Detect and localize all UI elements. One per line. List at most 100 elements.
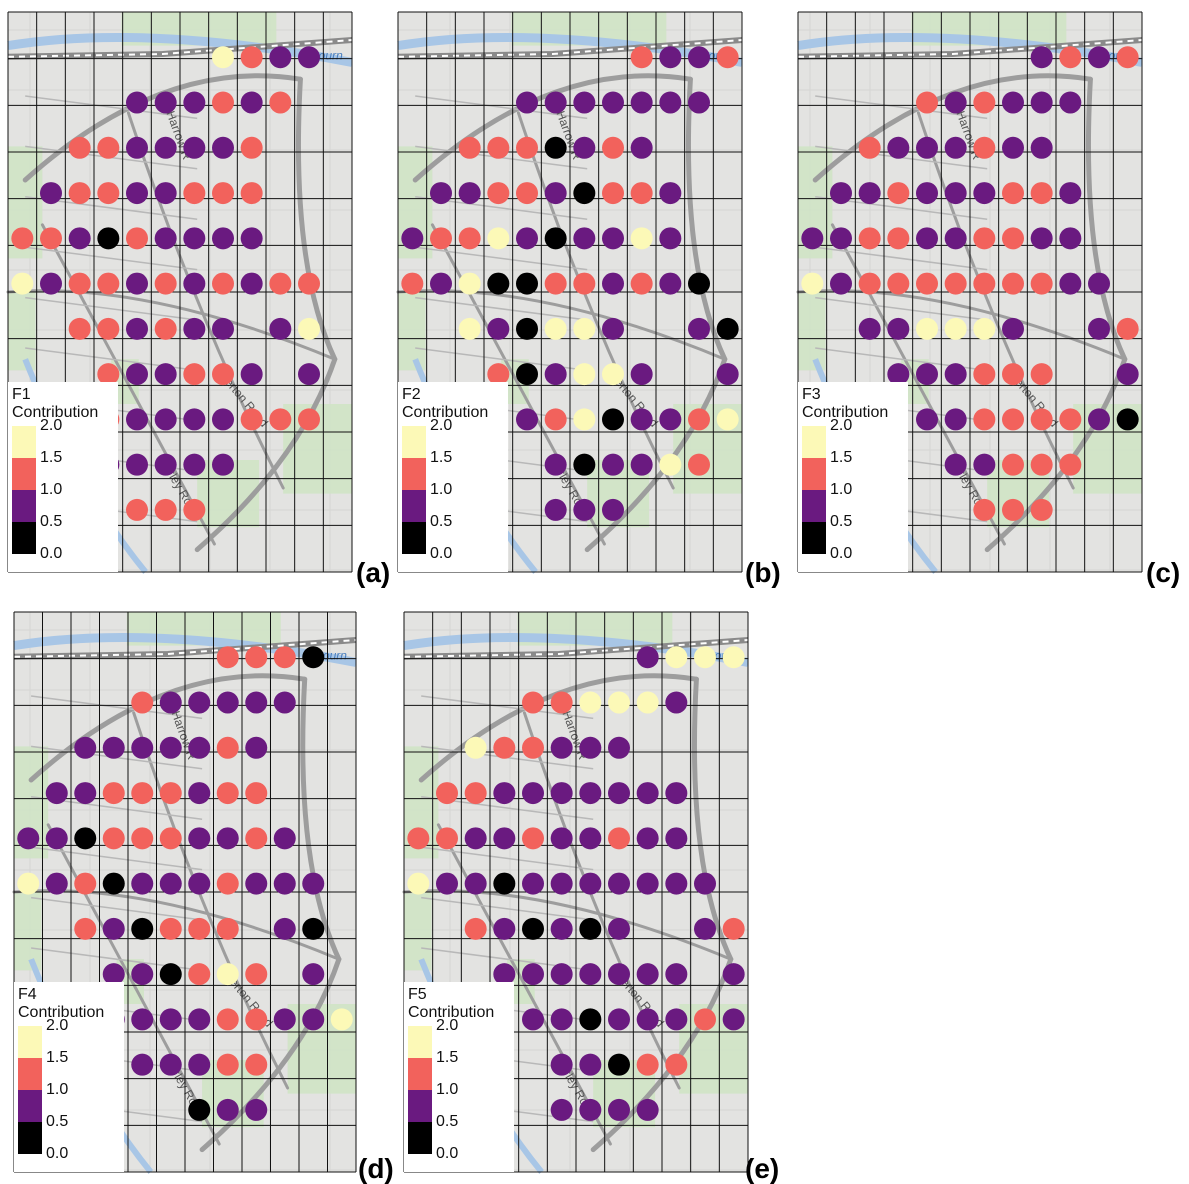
contribution-dot: [40, 272, 62, 295]
contribution-dot: [487, 317, 510, 340]
contribution-dot: [183, 408, 206, 431]
contribution-dot: [608, 1053, 630, 1076]
contribution-dot: [212, 363, 234, 386]
contribution-dot: [694, 646, 716, 669]
minor-street: [415, 246, 588, 271]
contribution-dot: [154, 136, 177, 159]
contribution-dot: [550, 1053, 573, 1076]
contribution-dot: [602, 317, 624, 340]
contribution-dot: [1059, 182, 1082, 205]
contribution-dot: [1116, 317, 1139, 340]
contribution-dot: [436, 827, 458, 850]
railway-dash: [13, 639, 357, 658]
contribution-dot: [458, 182, 481, 205]
contribution-dot: [74, 917, 97, 940]
contribution-dot: [458, 272, 481, 295]
minor-street: [31, 846, 203, 871]
contribution-dot: [302, 917, 325, 940]
contribution-dot: [544, 227, 567, 250]
contribution-dot: [516, 317, 538, 340]
contribution-dot: [916, 91, 938, 114]
contribution-dot: [973, 317, 996, 340]
contribution-dot: [188, 691, 211, 714]
legend-tick-label: 1.5: [40, 449, 63, 466]
contribution-dot: [579, 691, 602, 714]
contribution-dot: [216, 646, 239, 669]
contribution-dot: [102, 917, 125, 940]
contribution-dot: [245, 872, 268, 895]
contribution-dot: [636, 782, 659, 805]
contribution-dot: [550, 872, 573, 895]
contribution-dot: [183, 182, 206, 205]
contribution-dot: [131, 782, 154, 805]
contribution-dot: [887, 272, 910, 295]
contribution-dot: [273, 917, 296, 940]
contribution-dot: [602, 136, 624, 159]
contribution-dot: [688, 272, 710, 295]
contribution-dot: [573, 136, 596, 159]
contribution-dot: [464, 827, 487, 850]
contribution-dot: [74, 782, 97, 805]
contribution-dot: [302, 963, 325, 986]
contribution-dot: [216, 1098, 239, 1121]
contribution-dot: [659, 453, 682, 476]
contribution-dot: [830, 182, 852, 205]
park-area: [8, 292, 36, 371]
contribution-dot: [126, 363, 148, 386]
contribution-dot: [973, 227, 996, 250]
contribution-dot: [944, 317, 967, 340]
contribution-dot: [302, 872, 325, 895]
contribution-dot: [630, 46, 653, 69]
contribution-dot: [97, 227, 120, 250]
contribution-dot: [1002, 317, 1024, 340]
contribution-dot: [1059, 227, 1082, 250]
contribution-dot: [608, 963, 630, 986]
railway-dash: [7, 39, 353, 58]
contribution-dot: [273, 827, 296, 850]
contribution-dot: [302, 646, 325, 669]
road: [516, 111, 675, 490]
panel-tag: (e): [745, 1153, 779, 1184]
contribution-dot: [516, 227, 538, 250]
contribution-dot: [516, 363, 538, 386]
contribution-dot: [1002, 408, 1024, 431]
contribution-dot: [212, 272, 234, 295]
contribution-dot: [97, 363, 120, 386]
contribution-dot: [407, 827, 430, 850]
legend-title: Contribution: [402, 404, 489, 421]
contribution-dot: [522, 1008, 544, 1031]
contribution-dot: [973, 182, 996, 205]
contribution-dot: [579, 736, 602, 759]
legend-swatch: [18, 1026, 42, 1058]
contribution-dot: [522, 872, 544, 895]
contribution-dot: [665, 782, 688, 805]
contribution-dot: [579, 917, 602, 940]
legend-swatch: [408, 1090, 432, 1122]
contribution-dot: [544, 408, 567, 431]
road: [300, 676, 342, 962]
contribution-dot: [544, 182, 567, 205]
contribution-dot: [579, 782, 602, 805]
contribution-dot: [245, 691, 268, 714]
contribution-dot: [1059, 453, 1082, 476]
contribution-dot: [659, 408, 682, 431]
contribution-dot: [830, 227, 852, 250]
contribution-dot: [183, 136, 206, 159]
contribution-dot: [126, 272, 148, 295]
contribution-dot: [1088, 272, 1110, 295]
contribution-dot: [159, 736, 182, 759]
legend-swatch: [408, 1058, 432, 1090]
contribution-dot: [944, 227, 967, 250]
legend-tick-label: 1.5: [436, 1049, 459, 1066]
contribution-dot: [887, 363, 910, 386]
legend-swatch: [402, 490, 426, 522]
contribution-dot: [858, 136, 881, 159]
contribution-dot: [183, 272, 206, 295]
contribution-dot: [159, 691, 182, 714]
contribution-dot: [973, 91, 996, 114]
legend-tick-label: 1.5: [830, 449, 853, 466]
contribution-dot: [630, 272, 653, 295]
legend-tick-label: 1.0: [40, 481, 63, 498]
contribution-dot: [487, 136, 510, 159]
contribution-dot: [131, 872, 154, 895]
